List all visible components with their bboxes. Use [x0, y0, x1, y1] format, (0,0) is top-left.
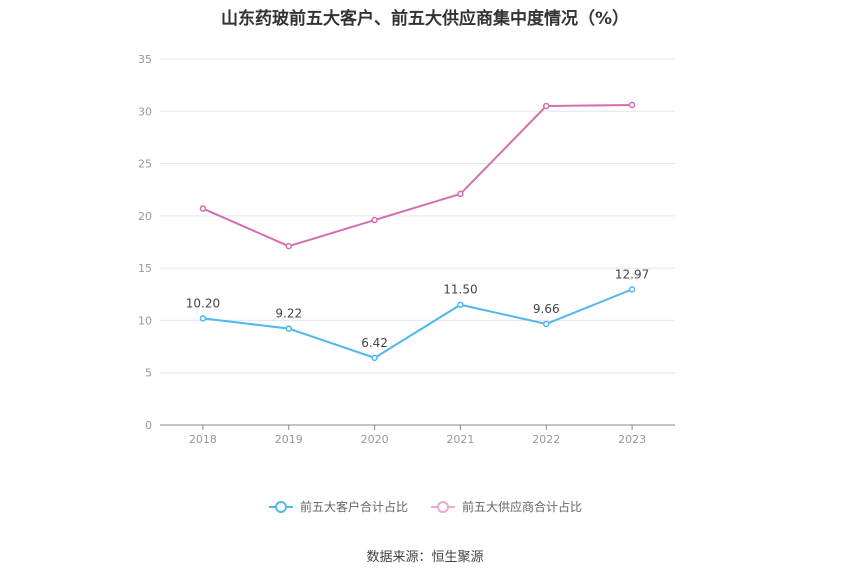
y-tick-label: 25	[138, 158, 152, 171]
data-point-customers	[543, 320, 550, 328]
data-label-customers: 9.66	[533, 302, 560, 316]
y-tick-label: 20	[138, 210, 152, 223]
y-tick-label: 0	[145, 419, 152, 432]
data-point-suppliers	[457, 190, 464, 198]
chart-title: 山东药玻前五大客户、前五大供应商集中度情况（%）	[220, 9, 630, 29]
y-tick-label: 15	[138, 262, 152, 275]
y-tick-label: 35	[138, 53, 152, 66]
legend-marker-customers-icon	[268, 500, 293, 513]
legend-label-suppliers: 前五大供应商合计占比	[462, 500, 583, 514]
series-line-customers	[202, 288, 633, 359]
legend-item-customers[interactable]: 前五大客户合计占比	[268, 498, 408, 515]
x-tick-label: 2020	[361, 433, 389, 446]
x-tick-label: 2023	[618, 433, 646, 446]
y-tick-label: 30	[138, 105, 152, 118]
source-note: 数据来源：恒生聚源	[366, 550, 484, 565]
data-label-customers: 6.42	[361, 336, 388, 350]
legend: 前五大客户合计占比 前五大供应商合计占比	[0, 498, 850, 515]
series-line-suppliers	[202, 104, 633, 248]
legend-label-customers: 前五大客户合计占比	[299, 500, 408, 514]
data-point-customers	[628, 286, 636, 293]
data-label-customers: 10.20	[186, 296, 220, 310]
data-point-suppliers	[371, 216, 378, 224]
data-point-customers	[199, 315, 207, 322]
data-point-suppliers	[199, 205, 207, 212]
y-tick-label: 5	[145, 367, 152, 380]
x-tick-label: 2018	[189, 433, 217, 446]
data-label-customers: 9.22	[275, 307, 302, 321]
legend-item-suppliers[interactable]: 前五大供应商合计占比	[430, 498, 582, 515]
data-point-suppliers	[628, 101, 636, 109]
data-point-customers	[371, 354, 378, 362]
data-point-suppliers	[543, 102, 550, 110]
data-label-customers: 11.50	[443, 283, 477, 297]
y-tick-label: 10	[138, 314, 152, 327]
data-point-suppliers	[285, 242, 292, 250]
data-point-customers	[285, 325, 292, 332]
legend-marker-suppliers-icon	[431, 500, 455, 513]
data-point-customers	[457, 301, 464, 308]
data-label-customers: 12.97	[615, 267, 649, 281]
x-tick-label: 2019	[275, 433, 303, 446]
x-tick-label: 2021	[446, 433, 474, 446]
x-tick-label: 2022	[532, 433, 560, 446]
